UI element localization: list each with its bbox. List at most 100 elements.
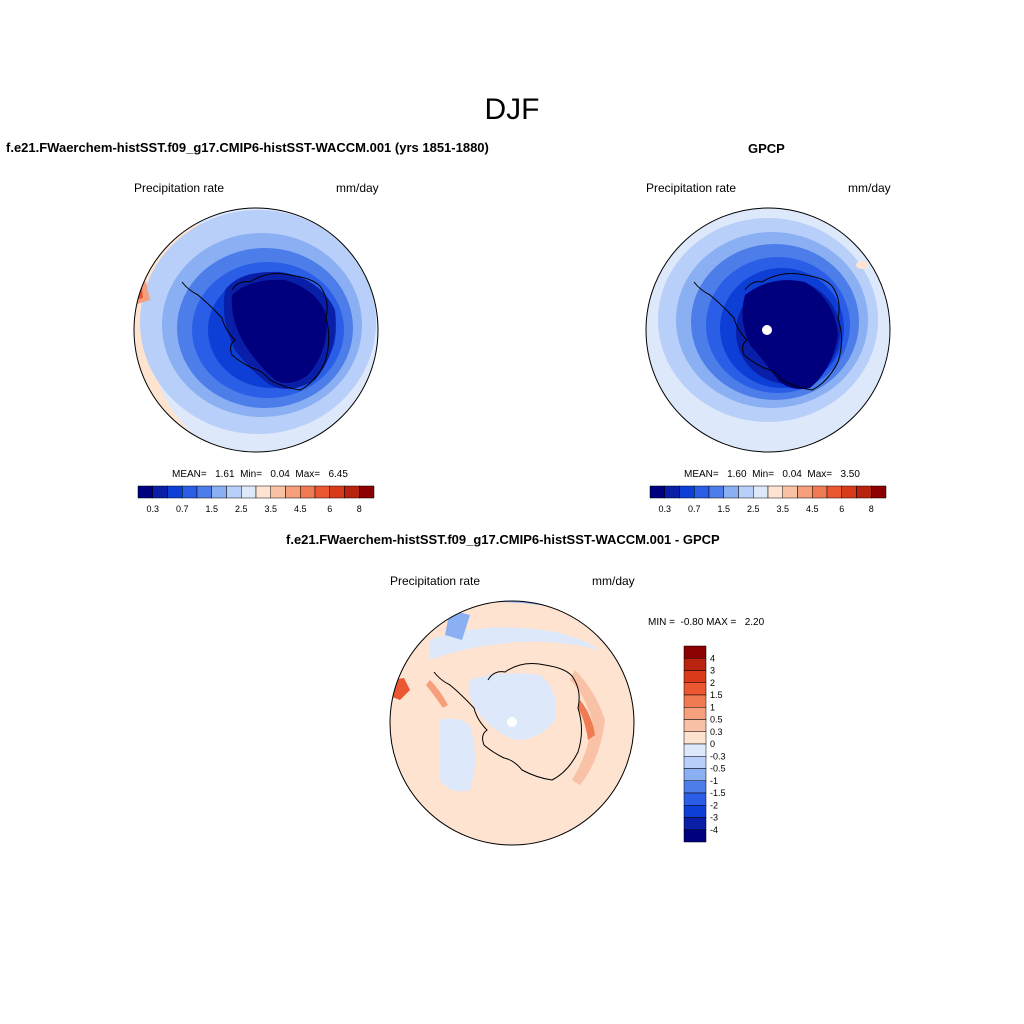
gpcp-colorbar-box [649,485,665,499]
difference-colorbar-box [683,792,707,806]
gpcp-colorbar-box [856,485,872,499]
model-colorbar-box [300,485,316,499]
difference-colorbar-tick-label: -4 [710,825,718,835]
model-colorbar-box [137,485,153,499]
model-colorbar-box [152,485,168,499]
model-colorbar-box [182,485,198,499]
panel1-title: f.e21.FWaerchem-histSST.f09_g17.CMIP6-hi… [6,140,489,155]
difference-colorbar-tick-label: -0.3 [710,751,726,761]
difference-colorbar-tick-label: -2 [710,800,718,810]
difference-colorbar-tick-label: 0.3 [710,727,723,737]
difference-colorbar-box [683,682,707,696]
model-colorbar-tick-label: 1.5 [205,504,218,514]
difference-colorbar-tick-label: 1.5 [710,690,723,700]
gpcp-colorbar-box [782,485,798,499]
model-colorbar-tick-label: 4.5 [294,504,307,514]
difference-colorbar-box [683,707,707,720]
panel3-stats: MIN = -0.80 MAX = 2.20 [648,617,765,628]
gpcp-precip-map [646,208,890,452]
gpcp-colorbar-tick-label: 4.5 [806,504,819,514]
panel1-units: mm/day [336,181,379,195]
difference-colorbar-box [683,780,707,794]
difference-colorbar-box [683,670,707,683]
difference-colorbar-box [683,756,707,769]
map1-border [133,207,379,453]
difference-colorbar-tick-label: 3 [710,666,715,676]
panel3-units: mm/day [592,574,635,588]
gpcp-colorbar-tick-label: 0.3 [658,504,671,514]
gpcp-colorbar-tick-label: 2.5 [747,504,760,514]
gpcp-colorbar-box [738,485,754,499]
model-colorbar-box [314,485,330,499]
panel2-stats: MEAN= 1.60 Min= 0.04 Max= 3.50 [684,469,860,480]
difference-colorbar-box [683,805,707,818]
gpcp-colorbar-tick-label: 6 [839,504,844,514]
gpcp-colorbar-tick-label: 1.5 [717,504,730,514]
gpcp-colorbar-box [767,485,783,499]
model-colorbar-box [359,485,375,499]
panel1-stats: MEAN= 1.61 Min= 0.04 Max= 6.45 [172,469,348,480]
model-colorbar-box [344,485,360,499]
gpcp-colorbar-box [679,485,695,499]
model-colorbar-box [241,485,257,499]
panel2-units: mm/day [848,181,891,195]
model-colorbar-box [329,485,345,499]
panel3-left-label: Precipitation rate [390,574,481,588]
panel1-left-label: Precipitation rate [134,181,225,195]
difference-colorbar-tick-label: 4 [710,653,715,663]
difference-colorbar-tick-label: 0.5 [710,715,723,725]
gpcp-colorbar-box [841,485,857,499]
gpcp-colorbar-tick-label: 8 [869,504,874,514]
model-colorbar-box [270,485,286,499]
difference-colorbar-tick-label: 1 [710,702,715,712]
model-colorbar-box [196,485,212,499]
difference-colorbar-tick-label: -3 [710,813,718,823]
difference-colorbar: 4 3 2 1.5 1 0.5 0.3 0 -0.3 -0.5 -1 -1.5 -2 -3 -4 [683,645,726,843]
gpcp-colorbar-box [753,485,769,499]
model-colorbar-box [285,485,301,499]
gpcp-colorbar-box [826,485,842,499]
model-colorbar-box [255,485,271,499]
gpcp-colorbar-box [871,485,887,499]
model-colorbar-tick-label: 0.3 [146,504,159,514]
gpcp-colorbar-tick-label: 0.7 [688,504,701,514]
panel2-left-label: Precipitation rate [646,181,737,195]
model-colorbar-tick-label: 0.7 [176,504,189,514]
model-colorbar: 0.3 0.7 1.5 2.5 3.5 4.5 6 8 [137,485,375,514]
gpcp-colorbar-box [664,485,680,499]
difference-colorbar-tick-label: -0.5 [710,764,726,774]
map3-border [389,600,635,846]
model-colorbar-tick-label: 2.5 [235,504,248,514]
model-colorbar-tick-label: 6 [327,504,332,514]
model-colorbar-box [226,485,242,499]
difference-colorbar-box [683,817,707,830]
difference-colorbar-box [683,658,707,671]
difference-colorbar-box [683,768,707,781]
model-precip-map [134,208,378,452]
difference-colorbar-box [683,743,707,757]
difference-colorbar-box [683,719,707,732]
figure-title: DJF [484,93,540,126]
difference-colorbar-tick-label: -1.5 [710,788,726,798]
model-colorbar-box [167,485,183,499]
panel2-title: GPCP [748,141,785,156]
panel3-title: f.e21.FWaerchem-histSST.f09_g17.CMIP6-hi… [286,532,720,547]
difference-colorbar-box [683,645,707,659]
gpcp-colorbar-box [708,485,724,499]
model-colorbar-tick-label: 3.5 [264,504,277,514]
gpcp-colorbar-box [812,485,828,499]
gpcp-colorbar-box [694,485,710,499]
difference-colorbar-box [683,694,707,708]
difference-colorbar-box [683,731,707,745]
map2-border [645,207,891,453]
gpcp-colorbar: 0.3 0.7 1.5 2.5 3.5 4.5 6 8 [649,485,887,514]
gpcp-colorbar-box [797,485,813,499]
difference-colorbar-box [683,829,707,843]
model-colorbar-tick-label: 8 [357,504,362,514]
difference-colorbar-tick-label: -1 [710,776,718,786]
gpcp-colorbar-box [723,485,739,499]
difference-colorbar-tick-label: 2 [710,678,715,688]
difference-colorbar-tick-label: 0 [710,739,715,749]
model-colorbar-box [211,485,227,499]
